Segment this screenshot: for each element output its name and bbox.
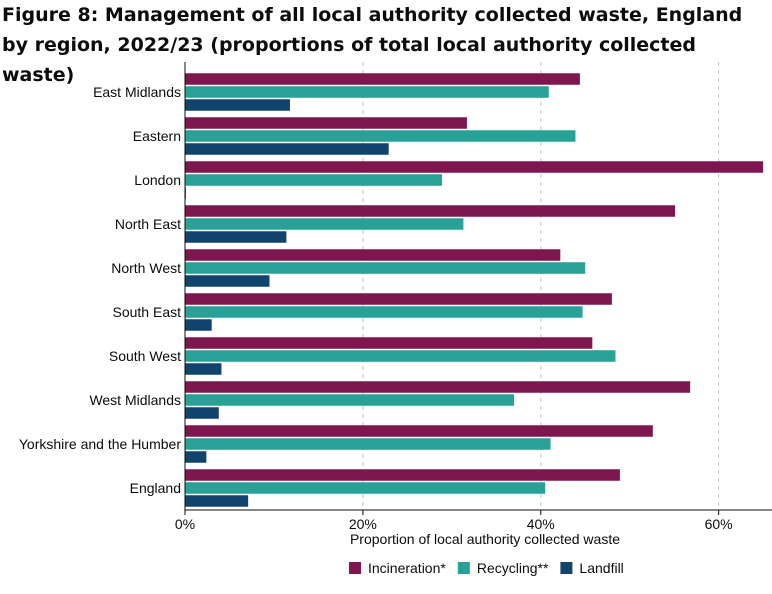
bar-north-east-landfill	[185, 231, 287, 243]
bar-south-west-landfill	[185, 363, 222, 375]
legend: Incineration* Recycling** Landfill	[349, 560, 624, 576]
x-axis: 0% 20% 40% 60%	[175, 62, 772, 532]
bar-west-midlands-landfill	[185, 407, 219, 419]
bar-london-recycling	[185, 174, 443, 186]
legend-label-landfill: Landfill	[579, 560, 623, 576]
bar-england-landfill	[185, 495, 249, 507]
category-label-london: London	[134, 172, 181, 188]
category-label-eastern: Eastern	[133, 128, 181, 144]
bar-england-incineration	[185, 469, 620, 481]
category-label-england: England	[130, 480, 181, 496]
bar-west-midlands-incineration	[185, 381, 691, 393]
bar-north-west-recycling	[185, 262, 586, 274]
chart-title: Figure 8: Management of all local author…	[2, 4, 743, 86]
bar-west-midlands-recycling	[185, 394, 515, 406]
bar-north-east-incineration	[185, 205, 676, 217]
category-label-south-west: South West	[109, 348, 181, 364]
bar-eastern-incineration	[185, 117, 467, 129]
category-label-yorkshire-and-the-humber: Yorkshire and the Humber	[19, 436, 181, 452]
bar-eastern-landfill	[185, 143, 389, 155]
category-label-east-midlands: East Midlands	[93, 84, 181, 100]
legend-swatch-landfill	[560, 562, 573, 574]
category-labels: East Midlands Eastern London North East Nort…	[19, 84, 181, 496]
bar-south-east-recycling	[185, 306, 583, 318]
legend-label-recycling: Recycling**	[477, 560, 549, 576]
bar-south-east-incineration	[185, 293, 612, 305]
bar-south-east-landfill	[185, 319, 212, 331]
bar-yorkshire-and-the-humber-incineration	[185, 425, 653, 437]
bar-north-west-incineration	[185, 249, 561, 261]
category-label-west-midlands: West Midlands	[89, 392, 181, 408]
bar-north-west-landfill	[185, 275, 270, 287]
category-label-south-east: South East	[113, 304, 182, 320]
bar-east-midlands-landfill	[185, 99, 290, 111]
bars	[185, 73, 764, 507]
x-axis-title: Proportion of local authority collected …	[350, 531, 620, 547]
bar-yorkshire-and-the-humber-landfill	[185, 451, 207, 463]
bar-london-incineration	[185, 161, 764, 173]
legend-label-incineration: Incineration*	[368, 560, 446, 576]
bar-eastern-recycling	[185, 130, 576, 142]
bar-yorkshire-and-the-humber-recycling	[185, 438, 551, 450]
x-tick-label-60: 60%	[705, 516, 733, 532]
legend-swatch-incineration	[349, 562, 361, 574]
category-label-north-east: North East	[115, 216, 181, 232]
bar-south-west-recycling	[185, 350, 616, 362]
category-label-north-west: North West	[111, 260, 181, 276]
bar-north-east-recycling	[185, 218, 464, 230]
bar-south-west-incineration	[185, 337, 593, 349]
bar-east-midlands-incineration	[185, 73, 580, 85]
x-tick-label-20: 20%	[349, 516, 377, 532]
x-tick-label-40: 40%	[527, 516, 555, 532]
bar-east-midlands-recycling	[185, 86, 549, 98]
x-tick-label-0: 0%	[175, 516, 195, 532]
legend-swatch-recycling	[457, 562, 470, 574]
bar-england-recycling	[185, 482, 546, 494]
